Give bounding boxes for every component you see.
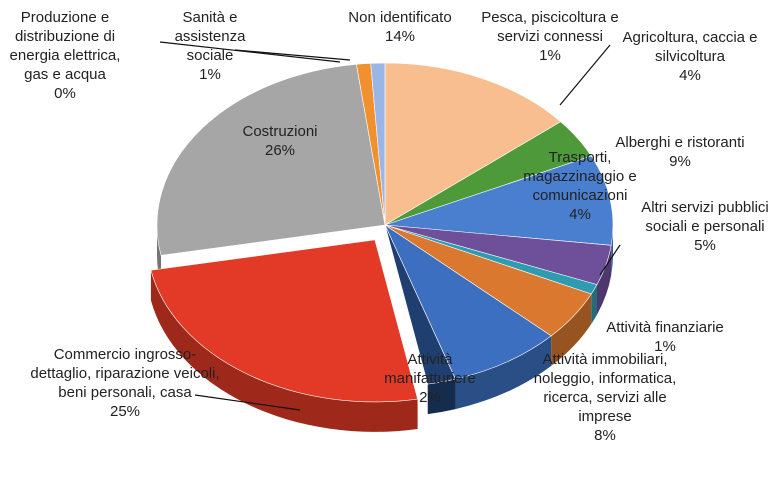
- value-label: 5%: [694, 237, 716, 254]
- category-name: Attività manifatturiere: [384, 351, 476, 387]
- value-label: 26%: [264, 142, 296, 159]
- slice-label: Sanità e assistenza sociale 1%: [160, 8, 260, 84]
- slice-label: Commercio ingrosso-dettaglio, riparazion…: [30, 345, 220, 421]
- leader-line: [559, 44, 611, 106]
- slice: [384, 155, 614, 246]
- value-label: 4%: [679, 67, 701, 84]
- slice-label: Altri servizi pubblici sociali e persona…: [635, 198, 775, 255]
- slice-side: [591, 284, 597, 324]
- value-label: 14%: [384, 28, 416, 45]
- slice: [384, 224, 552, 380]
- slice-label: Attività manifatturiere 2%: [370, 350, 490, 407]
- category-name: Altri servizi pubblici sociali e persona…: [641, 199, 769, 235]
- slice-label: Costruzioni 26%: [230, 122, 330, 160]
- slice: [150, 239, 418, 403]
- slice-label: Alberghi e ristoranti 9%: [605, 133, 755, 171]
- slice-label: Trasporti, magazzinaggio e comunicazioni…: [520, 148, 640, 224]
- slice-label: Attività finanziarie 1%: [590, 318, 740, 356]
- category-name: Agricoltura, caccia e silvicoltura: [622, 29, 758, 65]
- leader-line: [599, 244, 621, 276]
- slice-label: Non identificato 14%: [325, 8, 475, 46]
- category-name: Produzione e distribuzione di energia el…: [9, 9, 121, 83]
- slice-side: [551, 293, 592, 366]
- value-label: 8%: [594, 427, 616, 444]
- value-label: 2%: [419, 389, 441, 406]
- category-name: Attività finanziarie: [606, 319, 724, 336]
- value-label: 4%: [569, 206, 591, 223]
- slice: [156, 63, 386, 256]
- slice-label: Produzione e distribuzione di energia el…: [0, 8, 130, 103]
- value-label: 25%: [109, 403, 141, 420]
- category-name: Costruzioni: [242, 123, 318, 140]
- slice-side: [455, 335, 552, 410]
- leader-line: [234, 49, 351, 61]
- leader-line: [159, 41, 341, 63]
- slice: [384, 62, 562, 226]
- category-name: Alberghi e ristoranti: [615, 134, 745, 151]
- category-name: Sanità e assistenza sociale: [174, 9, 246, 64]
- slice-label: Attività immobiliari, noleggio, informat…: [525, 350, 685, 445]
- category-name: Attività immobiliari, noleggio, informat…: [533, 351, 677, 425]
- slice: [384, 224, 456, 385]
- category-name: Non identificato: [348, 9, 452, 26]
- value-label: 1%: [199, 66, 221, 83]
- value-label: 9%: [669, 153, 691, 170]
- value-label: 1%: [539, 47, 561, 64]
- category-name: Commercio ingrosso-dettaglio, riparazion…: [30, 346, 220, 401]
- category-name: Trasporti, magazzinaggio e comunicazioni: [523, 149, 637, 204]
- leader-line: [194, 394, 301, 411]
- value-label: 1%: [654, 338, 676, 355]
- value-label: 0%: [54, 85, 76, 102]
- slice: [370, 62, 386, 226]
- slice-label: Agricoltura, caccia e silvicoltura 4%: [615, 28, 765, 85]
- category-name: Pesca, piscicoltura e servizi connessi: [481, 9, 619, 45]
- slice-label: Pesca, piscicoltura e servizi connessi 1%: [470, 8, 630, 65]
- slice-side: [427, 379, 456, 415]
- slice-side: [150, 270, 418, 432]
